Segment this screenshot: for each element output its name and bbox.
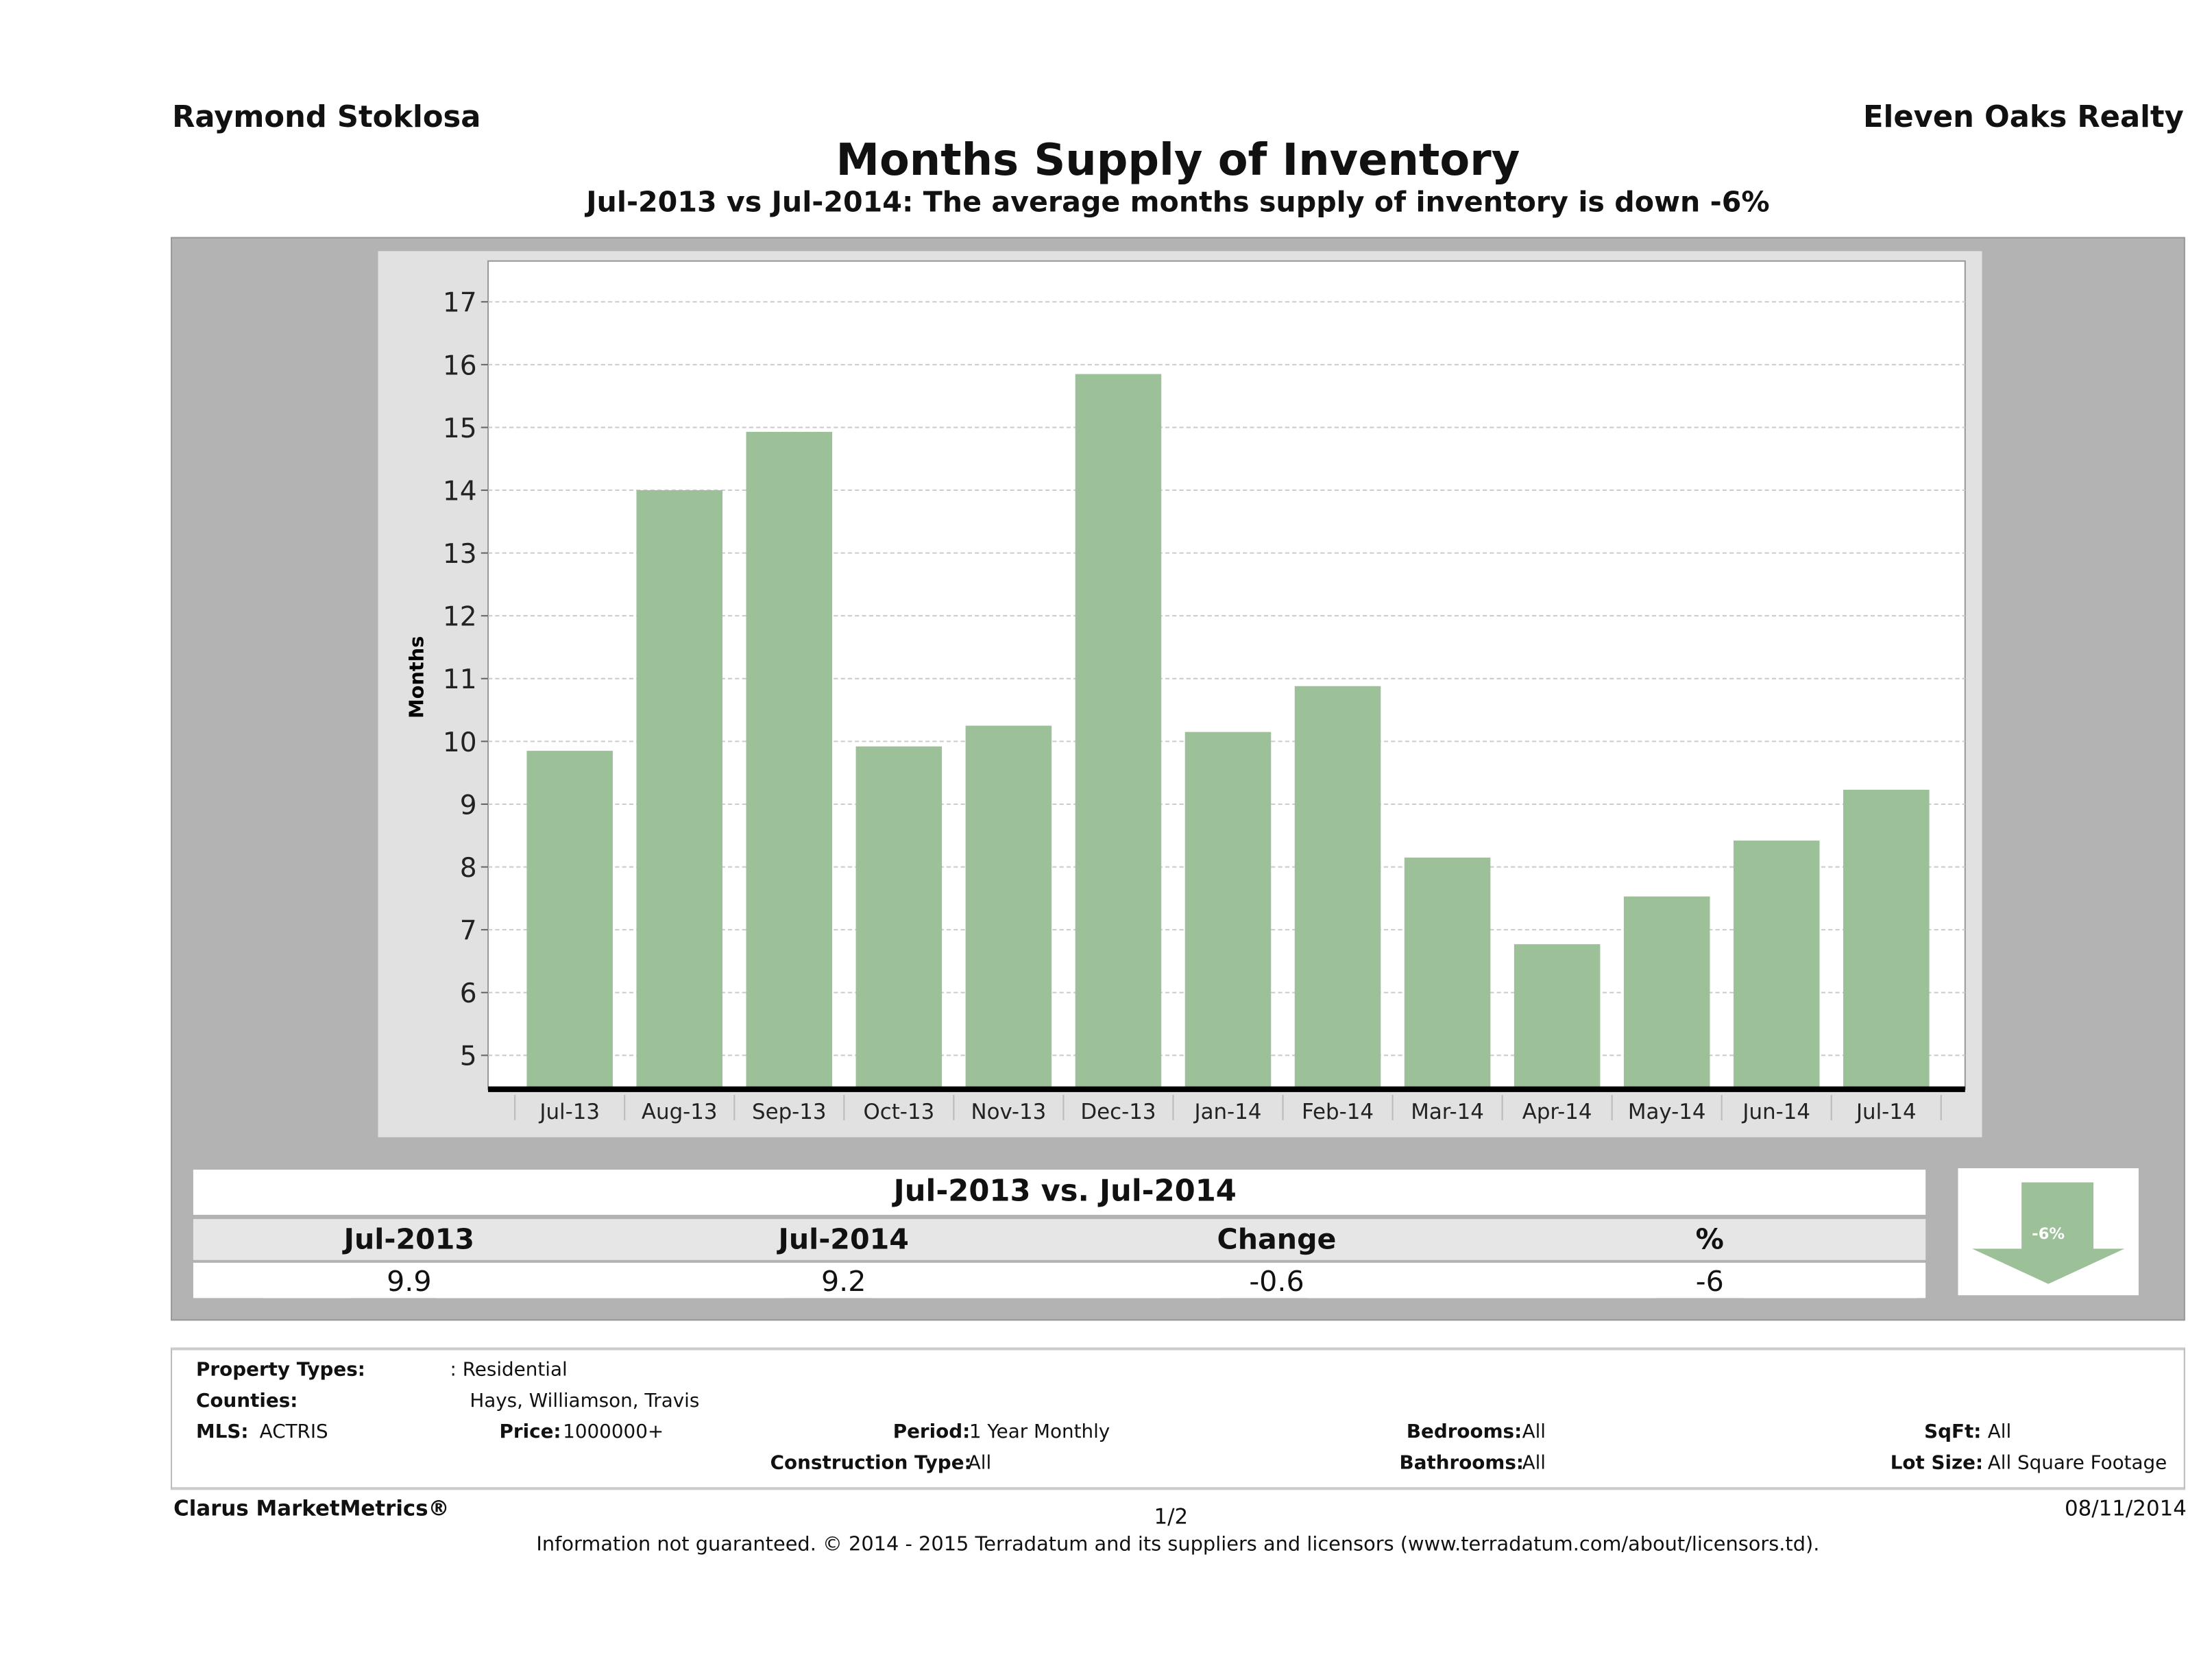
construction-label: Construction Type: [770, 1451, 972, 1475]
x-tick-label: Aug-13 [642, 1100, 718, 1124]
summary-header-row [193, 1219, 1926, 1260]
bar [746, 431, 833, 1089]
bar [1294, 686, 1381, 1089]
bar [636, 490, 723, 1089]
down-arrow-icon: -6% [1972, 1182, 2125, 1284]
y-tick-label: 13 [443, 539, 477, 570]
y-tick-label: 6 [460, 978, 477, 1009]
summary-header: Jul-2013 [343, 1222, 475, 1256]
sqft-label: SqFt: [1924, 1421, 1982, 1444]
bathrooms-value: All [1522, 1451, 1546, 1475]
change-arrow-label: -6% [2032, 1225, 2065, 1243]
summary-header: % [1695, 1222, 1724, 1256]
bedrooms-value: All [1522, 1421, 1546, 1444]
page-subtitle: Jul-2013 vs Jul-2014: The average months… [586, 184, 1770, 219]
x-tick-label: Feb-14 [1302, 1100, 1374, 1124]
report-date: 08/11/2014 [2064, 1495, 2187, 1521]
bathrooms-label: Bathrooms: [1399, 1451, 1524, 1475]
y-tick-label: 11 [443, 664, 477, 695]
price-value: 1000000+ [563, 1421, 664, 1444]
y-tick-label: 8 [460, 853, 477, 884]
summary-value: 9.2 [821, 1264, 866, 1298]
sqft-value: All [1987, 1421, 2012, 1444]
y-axis-label: Months [404, 636, 428, 718]
summary-value: 9.9 [387, 1264, 432, 1298]
x-tick-label: Jan-14 [1193, 1100, 1261, 1124]
property-types-value: : Residential [450, 1358, 568, 1381]
bar [1075, 374, 1162, 1089]
summary-header: Change [1217, 1222, 1337, 1256]
summary-title: Jul-2013 vs. Jul-2014 [893, 1174, 1237, 1208]
x-tick-label: Mar-14 [1411, 1100, 1484, 1124]
mls-value: ACTRIS [259, 1421, 328, 1444]
y-tick-label: 7 [460, 916, 477, 947]
property-types-label: Property Types: [196, 1358, 365, 1381]
bar [1733, 841, 1820, 1089]
x-tick-label: May-14 [1628, 1100, 1706, 1124]
y-tick-label: 9 [460, 790, 477, 821]
x-tick-label: Sep-13 [752, 1100, 827, 1124]
period-label: Period: [892, 1421, 971, 1444]
filter-criteria [171, 1347, 2185, 1490]
mls-label: MLS: [196, 1421, 249, 1444]
period-value: 1 Year Monthly [969, 1421, 1110, 1444]
price-label: Price: [499, 1421, 561, 1444]
bar [1843, 789, 1930, 1089]
page-number: 1/2 [1154, 1503, 1189, 1530]
brand-name: Clarus MarketMetrics® [173, 1495, 450, 1521]
summary-value: -0.6 [1249, 1264, 1304, 1298]
change-arrow-box: -6% [1958, 1168, 2139, 1296]
y-tick-label: 17 [443, 288, 477, 319]
summary-value: -6 [1695, 1264, 1724, 1298]
page-title: Months Supply of Inventory [836, 135, 1520, 186]
summary-value-row [193, 1262, 1926, 1298]
x-tick-label: Dec-13 [1080, 1100, 1156, 1124]
lot-size-value: All Square Footage [1987, 1451, 2167, 1475]
counties-value: Hays, Williamson, Travis [470, 1390, 700, 1413]
x-tick-label: Jul-13 [538, 1100, 600, 1124]
counties-label: Counties: [196, 1390, 298, 1413]
y-tick-label: 14 [443, 476, 477, 507]
bar-chart: 5 6 7 8 9 10 11 12 13 14 15 16 17 Months Jul-13 Aug-13 S… [404, 260, 1966, 1124]
agent-name: Raymond Stoklosa [172, 100, 481, 134]
bar [1184, 732, 1272, 1089]
x-axis-line [488, 1086, 1965, 1092]
bar [965, 725, 1052, 1089]
x-tick-label: Oct-13 [863, 1100, 934, 1124]
x-tick-label: Apr-14 [1522, 1100, 1592, 1124]
y-tick-label: 16 [443, 350, 477, 381]
x-tick-label: Jul-14 [1855, 1100, 1917, 1124]
summary-title-box [193, 1170, 1926, 1215]
broker-name: Eleven Oaks Realty [1863, 100, 2184, 134]
y-tick-label: 5 [460, 1041, 477, 1072]
summary-header: Jul-2014 [778, 1222, 909, 1256]
bar [1404, 857, 1491, 1089]
bar [1623, 896, 1710, 1089]
lot-size-label: Lot Size: [1890, 1451, 1984, 1475]
disclaimer: Information not guaranteed. © 2014 - 201… [536, 1534, 1820, 1556]
bar [855, 746, 943, 1089]
x-tick-label: Nov-13 [971, 1100, 1046, 1124]
construction-value: All [967, 1451, 992, 1475]
y-tick-label: 15 [443, 413, 477, 444]
y-tick-label: 10 [443, 727, 477, 758]
bar [1514, 944, 1601, 1089]
x-tick-label: Jun-14 [1741, 1100, 1810, 1124]
bedrooms-label: Bedrooms: [1406, 1421, 1522, 1444]
y-tick-label: 12 [443, 602, 477, 633]
bar [526, 751, 613, 1089]
